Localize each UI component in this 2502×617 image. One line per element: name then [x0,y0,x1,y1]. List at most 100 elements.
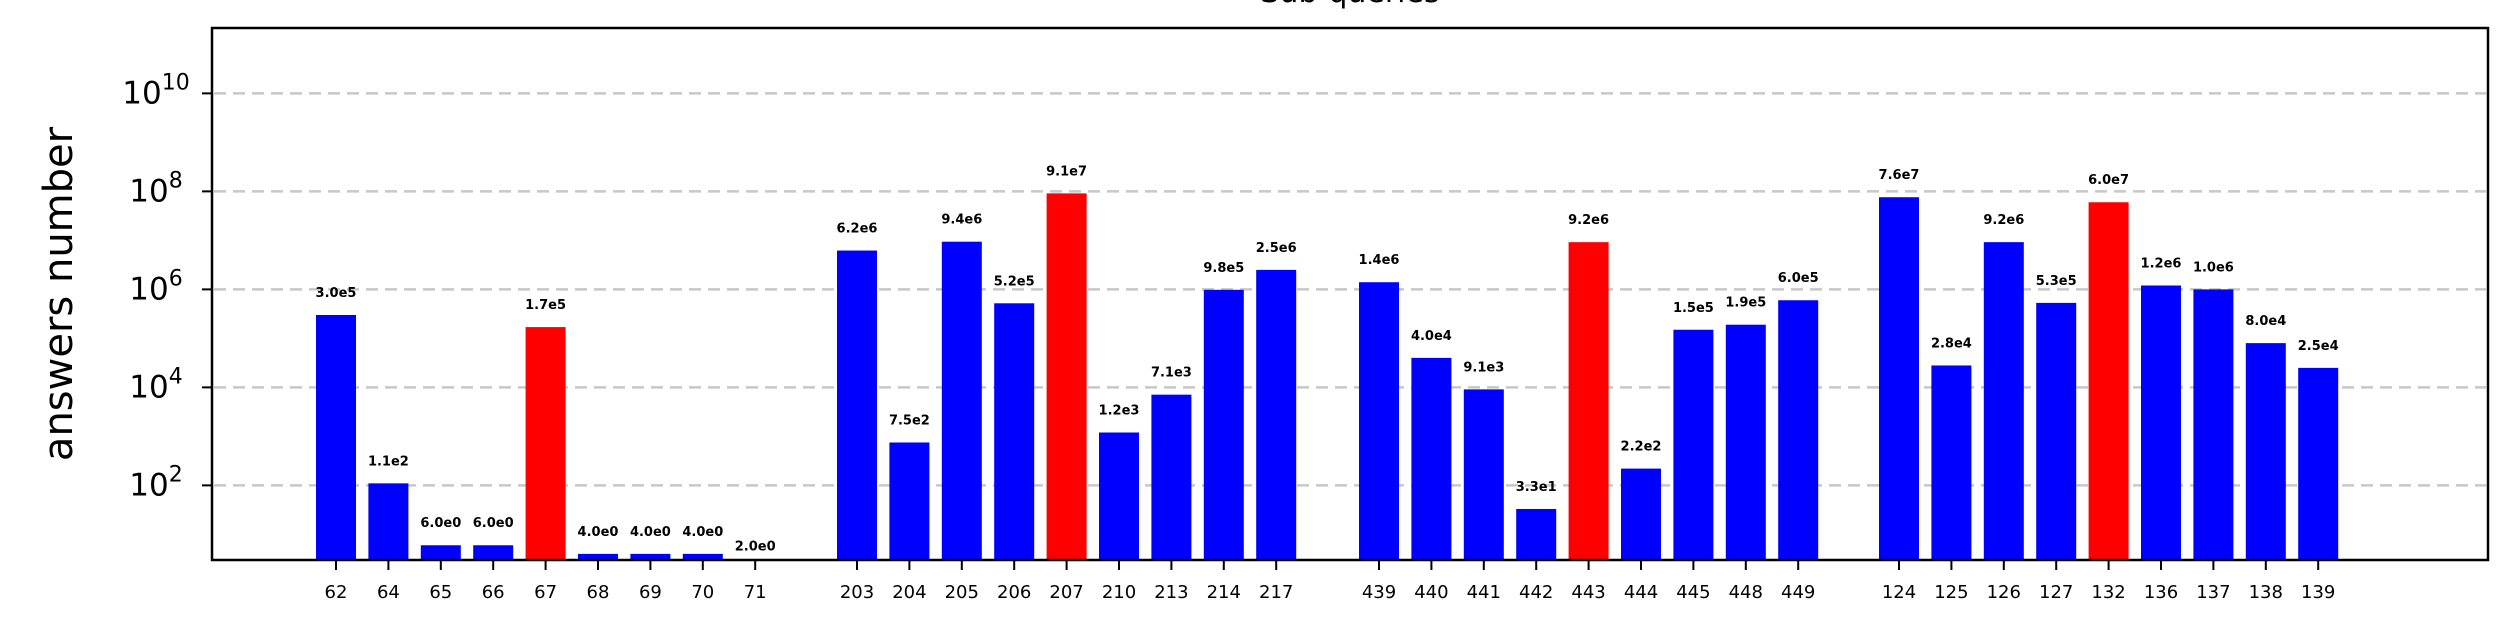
bar [1256,269,1297,560]
bar-value-label: 1.4e6 [1359,253,1400,268]
bar [1725,324,1766,560]
bar [1931,365,1972,560]
y-tick-exponent: 8 [169,168,183,193]
bar [1673,329,1714,560]
bar [525,327,566,560]
plot-frame [210,26,2490,562]
bar-value-label: 9.4e6 [941,213,982,228]
bar-value-label: 9.2e6 [1983,213,2024,228]
bar-value-label: 6.0e0 [473,516,514,531]
y-axis-label: answers number [36,126,82,461]
bar-value-label: 1.1e2 [368,454,409,469]
bar-value-label: 2.8e4 [1931,336,1972,351]
x-tick-label: 205 [945,582,979,603]
y-tick-base: 10 [129,173,168,209]
bar-value-label: 5.3e5 [2036,274,2077,289]
bar-value-label: 1.2e6 [2141,256,2182,271]
x-tick-label: 213 [1154,582,1188,603]
bar-value-label: 1.7e5 [525,298,566,313]
x-tick-label: 65 [429,582,452,603]
bar-value-label: 6.2e6 [837,222,878,237]
x-axis-ticks: 62 64 65 66 67 68 69 70 71 203 204 205 206 207 210 213 2… [325,560,2335,603]
x-tick-label: 204 [892,582,926,603]
bar [1411,357,1452,560]
bar [1516,508,1557,560]
x-tick-label: 62 [325,582,348,603]
y-tick-exponent: 6 [169,266,183,291]
x-tick-label: 210 [1102,582,1136,603]
bar [473,545,514,560]
x-tick-label: 137 [2196,582,2230,603]
bar-value-label: 5.2e5 [994,274,1035,289]
x-tick-label: 126 [1987,582,2021,603]
bar [368,483,409,560]
bar-value-label: 6.0e5 [1778,271,1819,286]
x-tick-label: 138 [2249,582,2283,603]
bar-value-label: 3.0e5 [316,286,357,301]
x-tick-label: 217 [1259,582,1293,603]
y-tick-base: 10 [129,467,168,503]
bar-value-label: 4.0e0 [578,525,619,540]
bar-value-label: 9.8e5 [1203,261,1244,276]
bar-value-label: 2.0e0 [735,540,776,555]
bar-value-label: 4.0e0 [630,525,671,540]
chart-title: Sub-queries [1260,0,1439,10]
bar-value-label: 7.6e7 [1879,168,1920,183]
bar-value-label: 6.0e7 [2088,173,2129,188]
x-tick-label: 139 [2301,582,2335,603]
x-tick-label: 440 [1414,582,1448,603]
x-tick-label: 71 [744,582,767,603]
bar [1568,242,1609,561]
x-tick-label: 66 [482,582,505,603]
bar-value-label: 7.5e2 [889,414,930,429]
bar [1099,432,1139,560]
bar-value-label: 2.5e6 [1256,241,1297,256]
x-tick-label: 445 [1676,582,1710,603]
bar [1203,289,1244,560]
bar [1983,242,2024,561]
bar [2036,302,2077,560]
x-tick-label: 207 [1049,582,1083,603]
y-tick-exponent: 4 [169,364,183,389]
x-tick-label: 68 [587,582,610,603]
y-tick-label: 104 [129,364,182,405]
bar [1778,300,1819,560]
bar [1046,193,1087,560]
bar [682,553,723,560]
x-tick-label: 124 [1882,582,1916,603]
bar [578,553,618,560]
bar-value-labels: 3.0e5 1.1e2 6.0e0 6.0e0 1.7e5 4.0e0 4.0e0 4.0e0… [316,164,2339,554]
x-tick-label: 448 [1729,582,1763,603]
y-tick-label: 1010 [122,70,189,111]
bar-value-label: 1.2e3 [1099,403,1140,418]
bar [941,241,982,560]
x-tick-label: 127 [2039,582,2073,603]
bar-value-label: 2.5e4 [2298,339,2339,354]
x-tick-label: 449 [1781,582,1815,603]
x-tick-label: 70 [691,582,714,603]
bar-value-label: 7.1e3 [1151,366,1192,381]
bar [1463,389,1504,560]
bar [2141,285,2181,560]
bar [2088,202,2129,561]
bar-value-label: 9.2e6 [1568,213,1609,228]
x-tick-label: 443 [1571,582,1605,603]
x-tick-label: 132 [2091,582,2125,603]
bar [420,545,461,560]
bar-value-label: 4.0e4 [1411,329,1452,344]
x-tick-label: 206 [997,582,1031,603]
bar [1621,468,1661,560]
x-tick-label: 442 [1519,582,1553,603]
bar [994,303,1035,560]
bar-value-label: 1.5e5 [1673,301,1714,316]
bar-value-label: 2.2e2 [1621,440,1662,455]
bars [316,193,2339,561]
bar-value-label: 1.0e6 [2193,260,2234,275]
bar-value-label: 6.0e0 [420,516,461,531]
y-tick-base: 10 [122,75,161,111]
x-tick-label: 444 [1624,582,1658,603]
y-tick-base: 10 [129,369,168,405]
bar [2298,367,2339,560]
